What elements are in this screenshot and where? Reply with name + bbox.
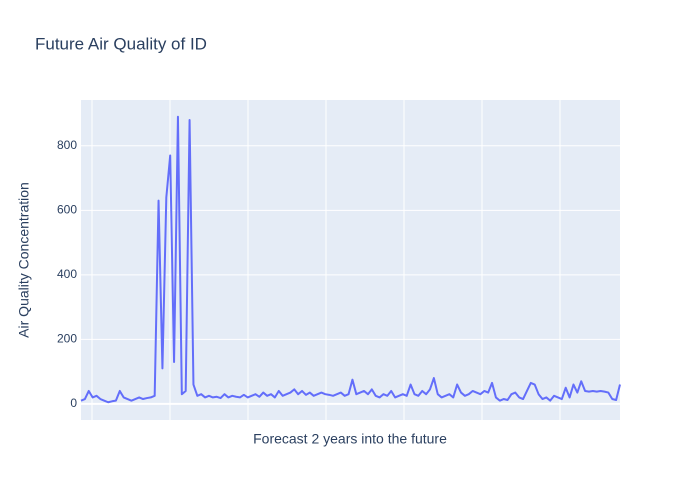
plot-area xyxy=(81,100,620,420)
y-axis-label: Air Quality Concentration xyxy=(16,182,32,338)
y-tick-label: 200 xyxy=(57,332,77,346)
y-tick-label: 400 xyxy=(57,267,77,281)
y-tick-label: 600 xyxy=(57,202,77,216)
y-tick-label: 800 xyxy=(57,138,77,152)
y-tick-label: 0 xyxy=(70,396,77,410)
data-line xyxy=(80,115,621,404)
x-grid xyxy=(91,100,561,420)
chart-title: Future Air Quality of ID xyxy=(35,34,207,53)
x-axis-label: Forecast 2 years into the future xyxy=(253,431,447,447)
